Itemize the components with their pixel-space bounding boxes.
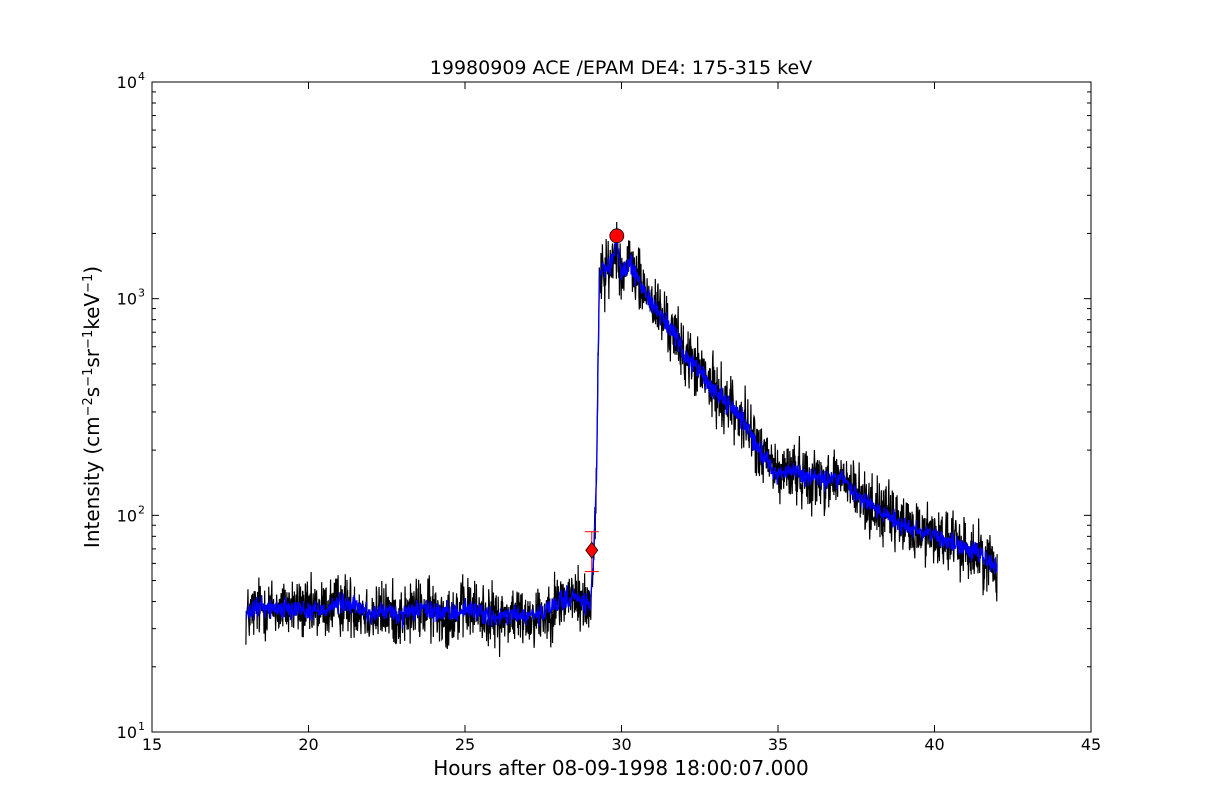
x-tick-label: 40 (924, 735, 944, 754)
x-axis-ticks: 15 20 25 30 35 40 45 (142, 82, 1101, 754)
y-tick-label-exponent: 4 (138, 70, 145, 83)
x-tick-label: 15 (142, 735, 162, 754)
plot-area (245, 222, 998, 657)
y-tick-label-exponent: 3 (138, 287, 145, 300)
x-tick-label: 35 (768, 735, 788, 754)
y-tick-label-exponent: 2 (138, 503, 145, 516)
y-axis-label: Intensity (cm−2s−1sr−1keV−1) (80, 266, 104, 548)
chart-title: 19980909 ACE /EPAM DE4: 175-315 keV (430, 57, 812, 79)
onset-diamond-marker (585, 541, 599, 559)
x-tick-label: 45 (1081, 735, 1101, 754)
x-tick-label: 20 (298, 735, 318, 754)
y-tick-label-exponent: 1 (138, 720, 145, 733)
peak-circle-marker (609, 228, 625, 244)
y-tick-label: 10 (117, 290, 137, 309)
x-tick-label: 30 (611, 735, 631, 754)
series-line-2 (245, 231, 998, 629)
x-axis-label: Hours after 08-09-1998 18:00:07.000 (433, 756, 809, 780)
y-tick-label: 10 (117, 506, 137, 525)
x-tick-label: 25 (455, 735, 475, 754)
series-layer (245, 222, 998, 657)
y-tick-label: 10 (117, 73, 137, 92)
marker-layer (584, 228, 625, 573)
y-tick-label: 10 (117, 723, 137, 742)
